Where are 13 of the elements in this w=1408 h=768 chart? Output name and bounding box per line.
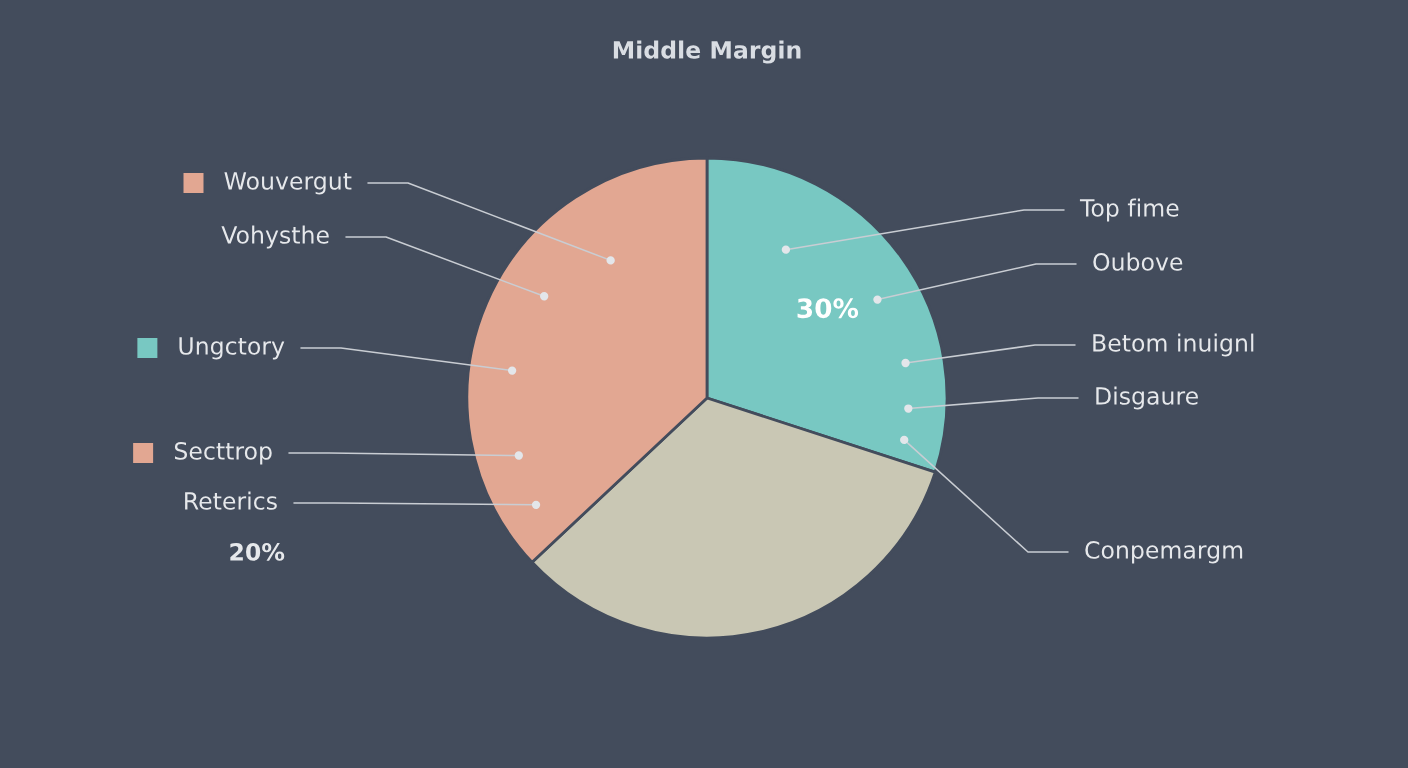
chart-title: Middle Margin (613, 40, 801, 64)
text: Oubove (1093, 252, 1183, 271)
text: Wouvergut (224, 172, 352, 195)
text: Conpemargm (1085, 540, 1243, 564)
text: Ungctory (179, 337, 285, 360)
text: Secttrop (174, 441, 272, 465)
text: Top fime (1079, 198, 1179, 222)
data-label: 30% (797, 298, 859, 319)
text: Vohysthe (221, 225, 329, 249)
text: Betom inuignl (1093, 333, 1254, 357)
text: 20% (230, 542, 285, 561)
text: Disgaure (1096, 386, 1198, 410)
text: Reterics (185, 491, 277, 510)
